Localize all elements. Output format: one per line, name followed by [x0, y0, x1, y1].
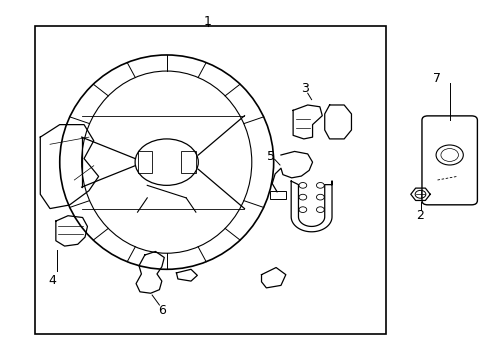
- Bar: [270, 191, 285, 199]
- Text: 7: 7: [432, 72, 440, 85]
- Text: 3: 3: [301, 82, 308, 95]
- Bar: [35, 26, 385, 334]
- Text: 2: 2: [416, 209, 424, 222]
- Text: 4: 4: [48, 274, 56, 287]
- Text: 6: 6: [158, 304, 165, 317]
- Bar: [181, 152, 196, 173]
- Bar: [137, 152, 152, 173]
- Text: 5: 5: [267, 150, 275, 163]
- Text: 1: 1: [203, 14, 211, 27]
